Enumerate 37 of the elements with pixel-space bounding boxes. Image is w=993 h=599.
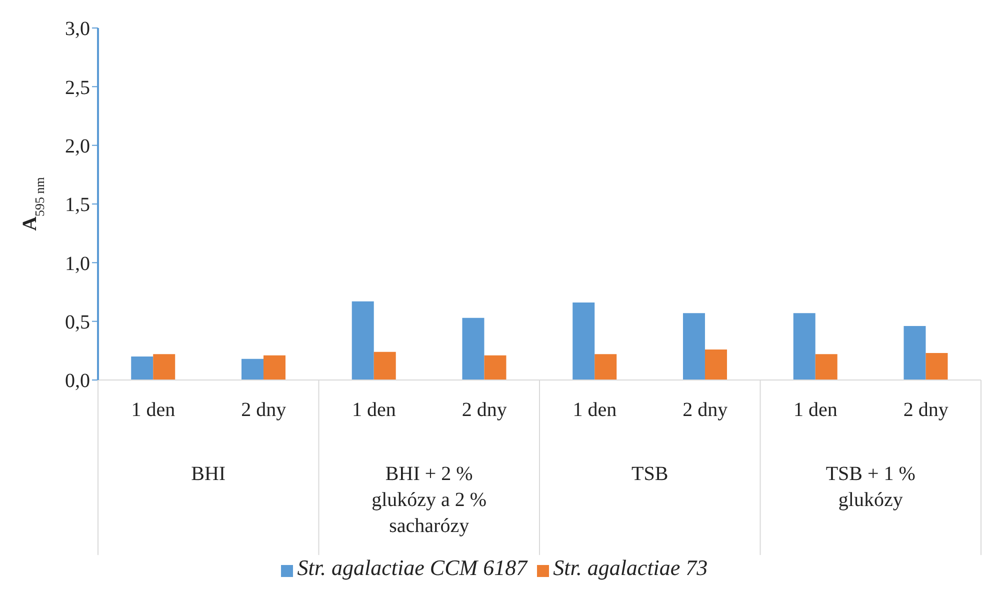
y-tick-label: 1,0 [65,252,90,275]
x-tick-label: 2 dny [241,399,286,421]
bar [904,326,926,380]
y-tick-label: 0,0 [65,370,90,392]
x-tick-label: 1 den [572,399,617,421]
bar [241,358,264,380]
bar [704,349,727,380]
y-tick-label: 2,5 [65,76,90,99]
text: TSB + 1 % glukózy [826,463,916,511]
text: TSB [632,463,668,485]
bar [594,354,617,380]
text: BHI + 2 % glukózy a 2 % sacharózy [372,463,487,537]
x-tick-label: 1 den [131,399,176,421]
x-tick-label: 2 dny [462,399,507,421]
bar [572,302,595,380]
text: BHI [191,463,226,485]
bar [926,353,948,380]
bar [682,313,705,380]
y-tick-label: 3,0 [65,18,90,40]
bar [484,355,506,380]
bar [352,301,374,380]
x-tick-label: 1 den [793,399,838,421]
x-tick-label: 2 dny [903,399,948,421]
y-tick-label: 0,5 [65,311,90,334]
legend-label: Str. agalactiae 73 [553,555,708,580]
bar [374,352,396,380]
x-tick-label: 2 dny [682,399,728,421]
bar [462,318,484,380]
bar [131,356,154,380]
legend-label: Str. agalactiae CCM 6187 [297,555,528,580]
bar [263,355,286,380]
y-tick-label: 1,5 [65,194,90,216]
bar [793,313,816,380]
y-tick-label: 2,0 [65,135,90,158]
bar [153,354,176,380]
x-tick-label: 1 den [352,399,396,421]
bar [815,354,838,380]
